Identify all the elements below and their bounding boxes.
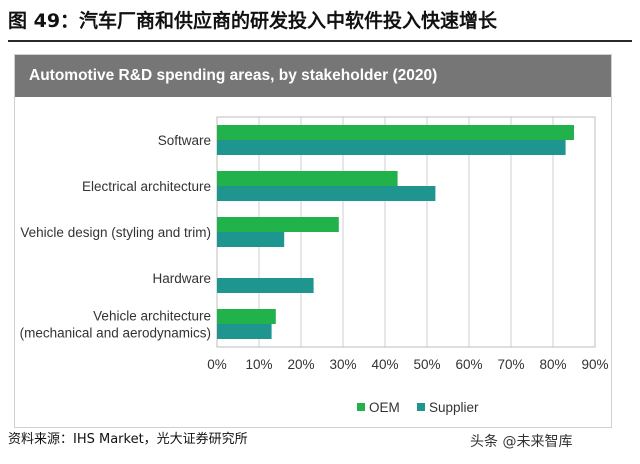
- x-tick-label: 40%: [371, 357, 398, 372]
- x-tick-label: 50%: [413, 357, 440, 372]
- x-tick-label: 10%: [245, 357, 272, 372]
- bar-oem: [217, 125, 574, 140]
- bar-oem: [217, 217, 339, 232]
- legend-label-supplier: Supplier: [429, 400, 479, 415]
- x-tick-label: 60%: [455, 357, 482, 372]
- chart-title: Automotive R&D spending areas, by stakeh…: [15, 55, 611, 97]
- bar-oem: [217, 171, 398, 186]
- watermark: 头条 @未来智库: [470, 434, 573, 450]
- category-label: Electrical architecture: [82, 179, 211, 194]
- bar-supplier: [217, 232, 285, 247]
- source-note: 资料来源：IHS Market，光大证券研究所: [8, 432, 248, 447]
- legend-label-oem: OEM: [369, 400, 400, 415]
- legend-swatch-supplier: [417, 403, 425, 411]
- bar-supplier: [217, 186, 436, 201]
- category-label: Vehicle architecture: [93, 309, 211, 324]
- x-tick-label: 80%: [539, 357, 566, 372]
- title-rule: [8, 40, 632, 42]
- x-tick-label: 0%: [207, 357, 227, 372]
- chart-frame: Automotive R&D spending areas, by stakeh…: [14, 54, 612, 428]
- x-tick-label: 20%: [287, 357, 314, 372]
- category-label: Vehicle design (styling and trim): [20, 225, 211, 240]
- x-tick-label: 30%: [329, 357, 356, 372]
- x-tick-label: 70%: [497, 357, 524, 372]
- chart-plot: Software Electrical architecture Vehicle d…: [20, 116, 609, 415]
- bar-supplier: [217, 140, 566, 155]
- x-tick-label: 90%: [581, 357, 608, 372]
- category-label: Software: [158, 133, 211, 148]
- bar-oem: [217, 309, 276, 324]
- legend-swatch-oem: [357, 403, 365, 411]
- category-label: Hardware: [152, 271, 211, 286]
- bar-supplier: [217, 278, 314, 293]
- category-label: (mechanical and aerodynamics): [20, 326, 211, 341]
- bar-supplier: [217, 324, 272, 339]
- figure-title: 图 49：汽车厂商和供应商的研发投入中软件投入快速增长: [8, 10, 498, 32]
